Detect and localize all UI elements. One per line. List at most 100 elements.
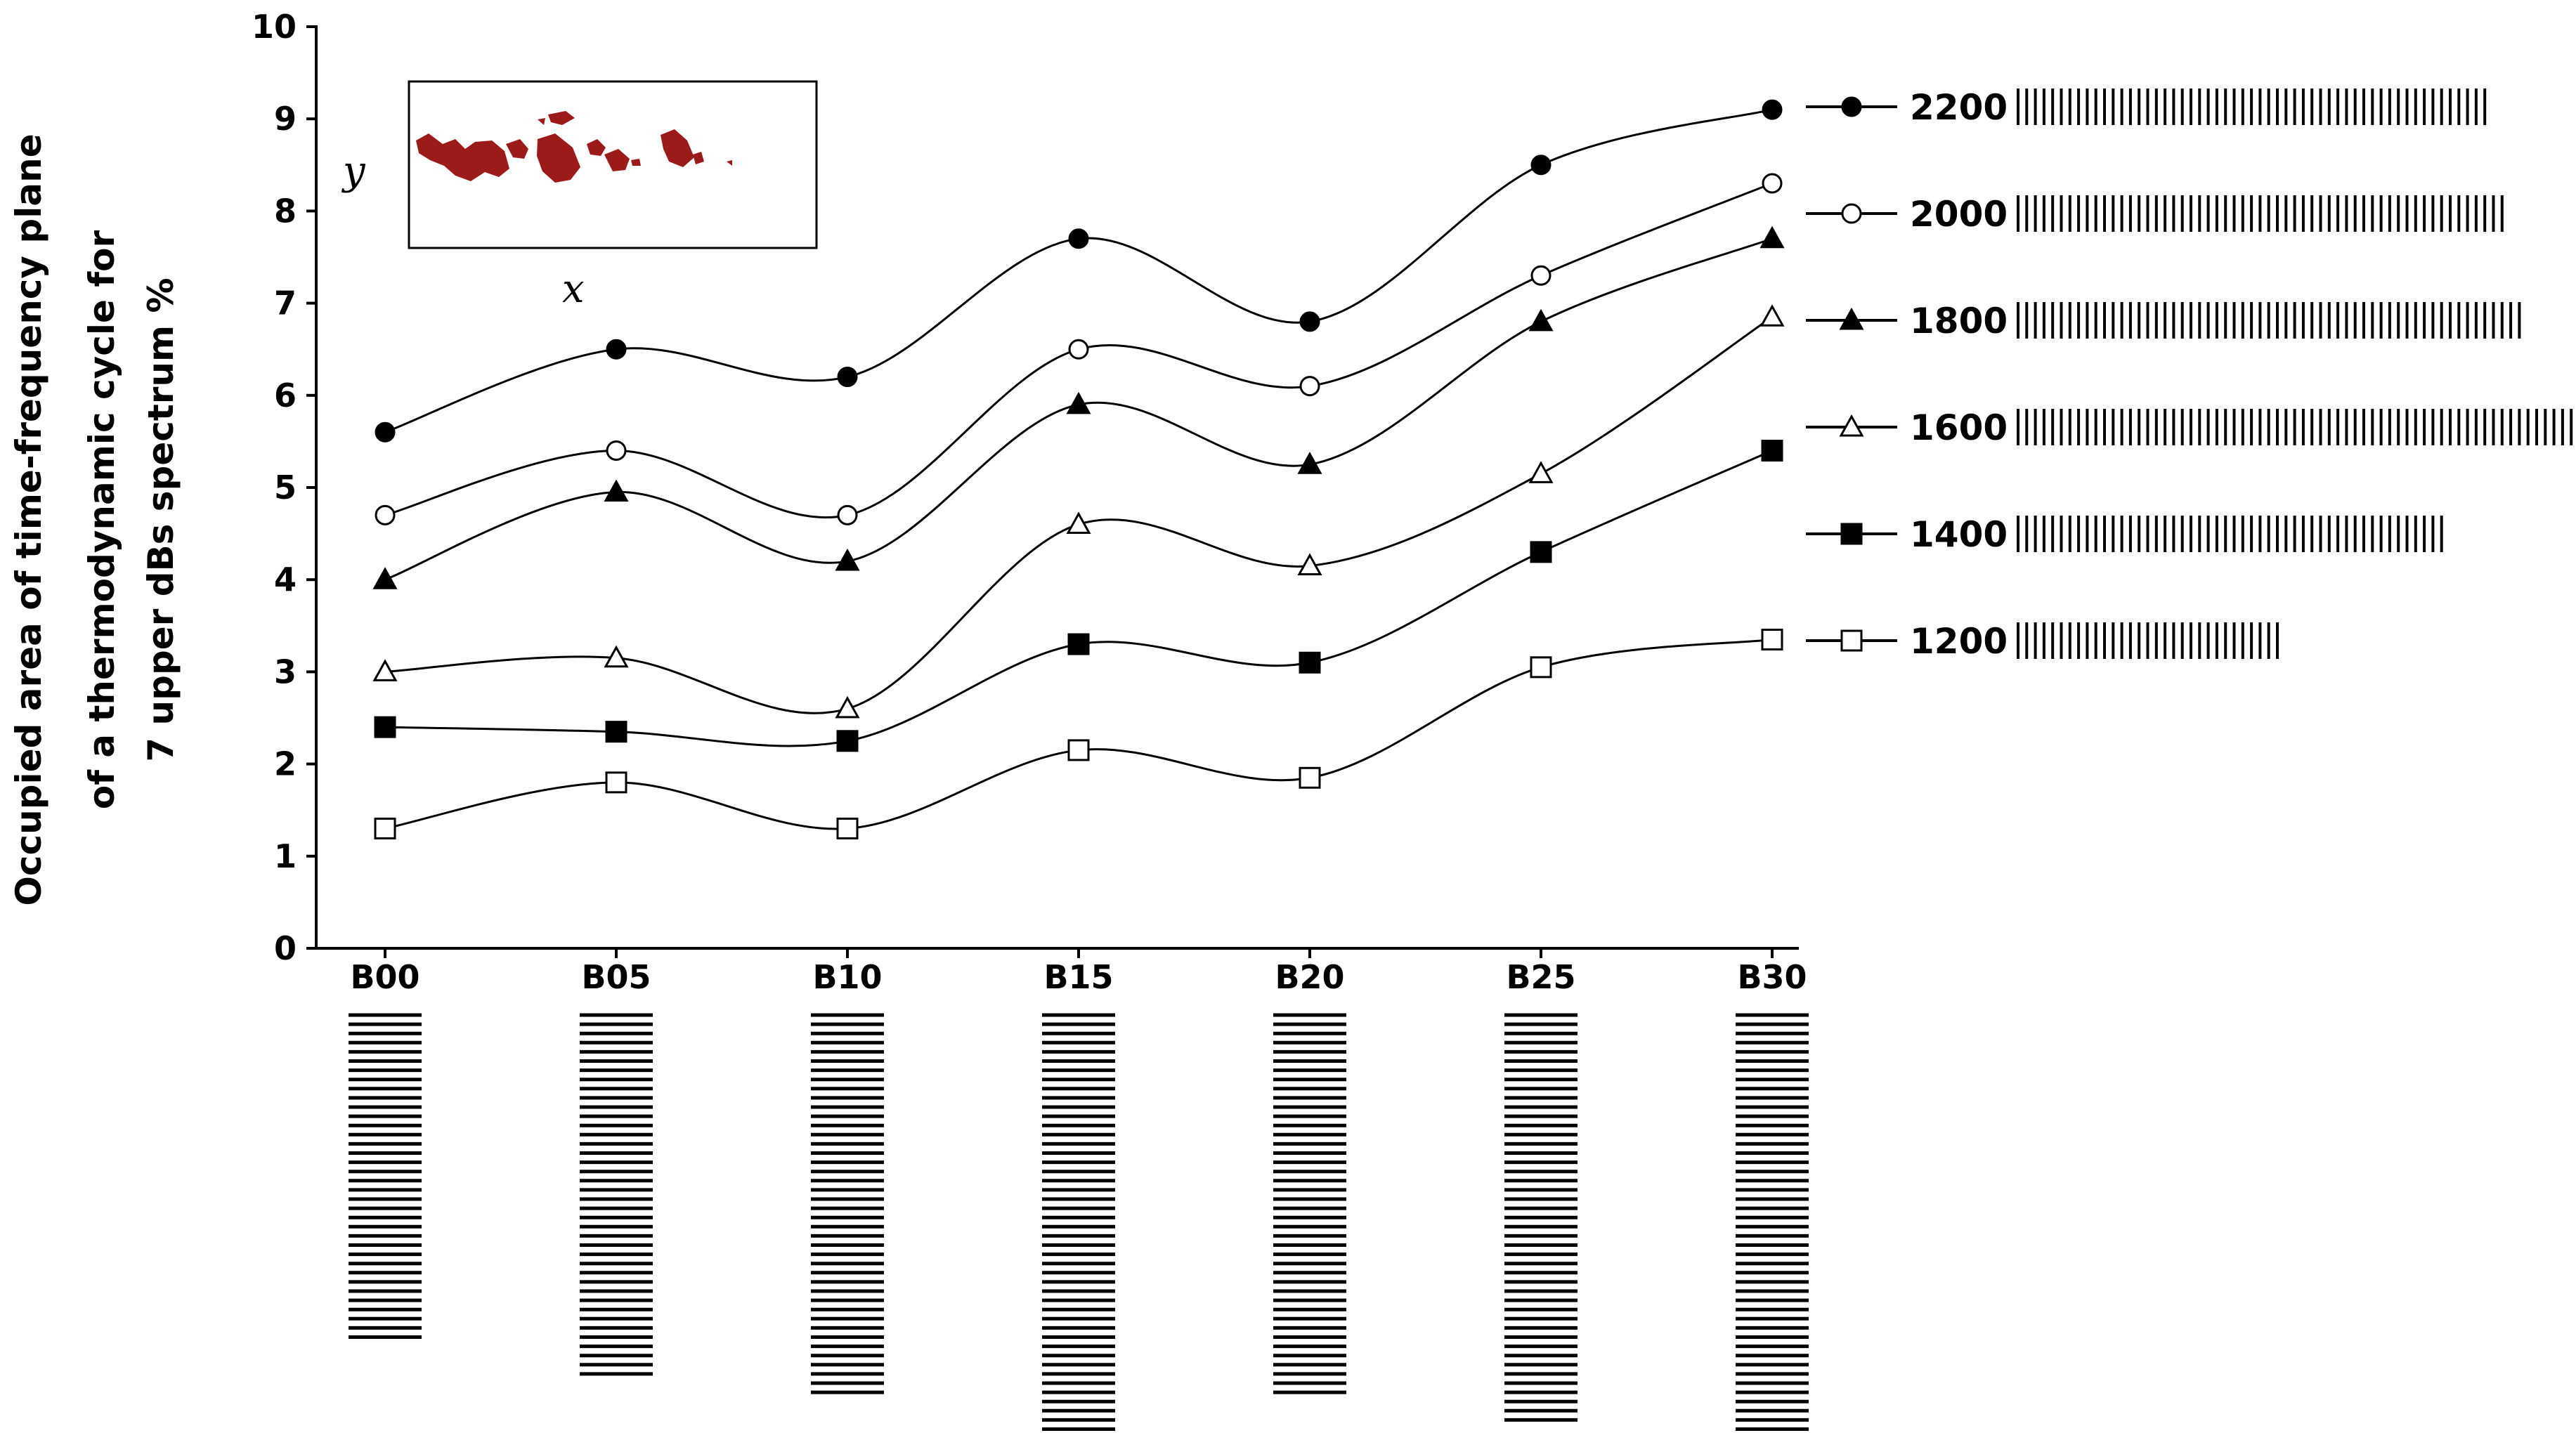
x-category-bar-stack [1736, 1013, 1809, 1431]
y-tick-label: 4 [274, 561, 297, 598]
x-tick-label: B05 [581, 958, 651, 996]
data-point [1759, 304, 1785, 327]
data-point [1761, 628, 1783, 650]
data-point [837, 367, 858, 388]
data-point [1530, 155, 1552, 176]
y-tick-label: 8 [274, 192, 297, 230]
y-axis-title-line: Occupied area of time-frequency plane [8, 133, 49, 905]
series-1600 [372, 304, 1785, 719]
data-point [835, 548, 860, 571]
inset-blob [693, 152, 704, 164]
inset-blob [727, 160, 732, 166]
data-point [1530, 656, 1552, 679]
data-point [1528, 308, 1554, 332]
data-point [835, 695, 860, 719]
legend-label: 2200 [1910, 87, 2008, 128]
data-point [1066, 391, 1091, 414]
data-point [1297, 452, 1322, 474]
y-tick-label: 6 [274, 377, 297, 414]
data-point [1067, 633, 1090, 655]
data-point [374, 716, 396, 738]
data-point [1297, 553, 1322, 576]
y-tick-labels: 0 1 2 3 4 5 6 7 8 9 10 [252, 8, 297, 967]
data-point [606, 339, 627, 360]
legend-label: 1800 [1910, 301, 2008, 341]
legend-label: 2000 [1910, 194, 2008, 235]
legend-marker [1841, 96, 1862, 117]
data-point [1299, 766, 1321, 789]
legend-marker [1840, 523, 1863, 545]
data-point [1299, 311, 1320, 332]
data-point [606, 440, 627, 462]
data-point [1068, 339, 1089, 360]
legend-item-1600: 1600 [1806, 407, 2573, 448]
series-1800 [372, 225, 1785, 589]
legend-marker [1839, 307, 1864, 330]
y-axis-title: Occupied area of time-frequency plane of … [8, 133, 181, 905]
data-point [1068, 228, 1089, 249]
inset-blob [604, 149, 630, 171]
data-point [1759, 225, 1785, 249]
data-point [604, 645, 629, 668]
inset-blob [587, 139, 606, 156]
legend-item-2000: 2000 [1806, 194, 2504, 235]
legend-label: 1600 [1910, 407, 2008, 448]
data-point [1299, 651, 1321, 674]
x-tick-label: B10 [812, 958, 882, 996]
data-point [1761, 440, 1783, 462]
data-point [1530, 541, 1552, 563]
y-tick-label: 9 [274, 100, 297, 138]
legend-marker [1840, 629, 1863, 652]
data-point [605, 771, 627, 794]
y-tick-label: 10 [252, 8, 297, 46]
inset-blob [416, 133, 509, 181]
data-point [375, 504, 396, 525]
data-point [372, 659, 398, 681]
legend-marker [1841, 203, 1862, 224]
data-point [374, 817, 396, 839]
legend-item-1400: 1400 [1806, 514, 2443, 555]
series-group [372, 99, 1785, 839]
data-point [1762, 99, 1783, 120]
y-tick-label: 1 [274, 837, 297, 875]
inset-box: y x [341, 80, 818, 312]
inset-blob [537, 133, 580, 183]
inset-blob [661, 129, 694, 167]
x-tick-label: B20 [1275, 958, 1344, 996]
series-2000 [375, 173, 1783, 525]
series-line [384, 638, 1773, 830]
x-category-bar-stack [349, 1013, 422, 1339]
inset-blob [548, 111, 575, 125]
data-point [836, 730, 859, 752]
inset-blob [538, 118, 545, 125]
x-tick-label: B00 [350, 958, 419, 996]
inset-x-axis-label: x [562, 266, 585, 312]
data-point [605, 721, 627, 743]
series-2200 [375, 99, 1783, 443]
data-point [836, 817, 859, 839]
x-category-bar-stack [1273, 1013, 1346, 1394]
x-category-bars [349, 1013, 1809, 1431]
axes [306, 25, 1799, 958]
y-tick-label: 0 [274, 929, 297, 967]
x-category-bar-stack [1042, 1013, 1115, 1431]
data-point [1762, 173, 1783, 194]
legend-item-1800: 1800 [1806, 301, 2521, 341]
x-tick-label: B15 [1043, 958, 1113, 996]
legend-item-1200: 1200 [1806, 621, 2279, 662]
x-tick-labels: B00 B05 B10 B15 B20 B25 B30 [350, 958, 1807, 996]
data-point [1066, 511, 1091, 534]
data-point [1299, 376, 1320, 397]
inset-blob [631, 159, 641, 166]
inset-blobs [416, 111, 732, 183]
x-tick-label: B30 [1737, 958, 1807, 996]
inset-blob [506, 139, 528, 159]
y-axis-title-line: 7 upper dBs spectrum % [141, 277, 181, 761]
x-category-bar-stack [580, 1013, 653, 1376]
x-category-bar-stack [1504, 1013, 1578, 1422]
legend-item-2200: 2200 [1806, 87, 2487, 128]
data-point [375, 421, 396, 443]
data-point [604, 479, 629, 502]
data-point [372, 567, 398, 589]
